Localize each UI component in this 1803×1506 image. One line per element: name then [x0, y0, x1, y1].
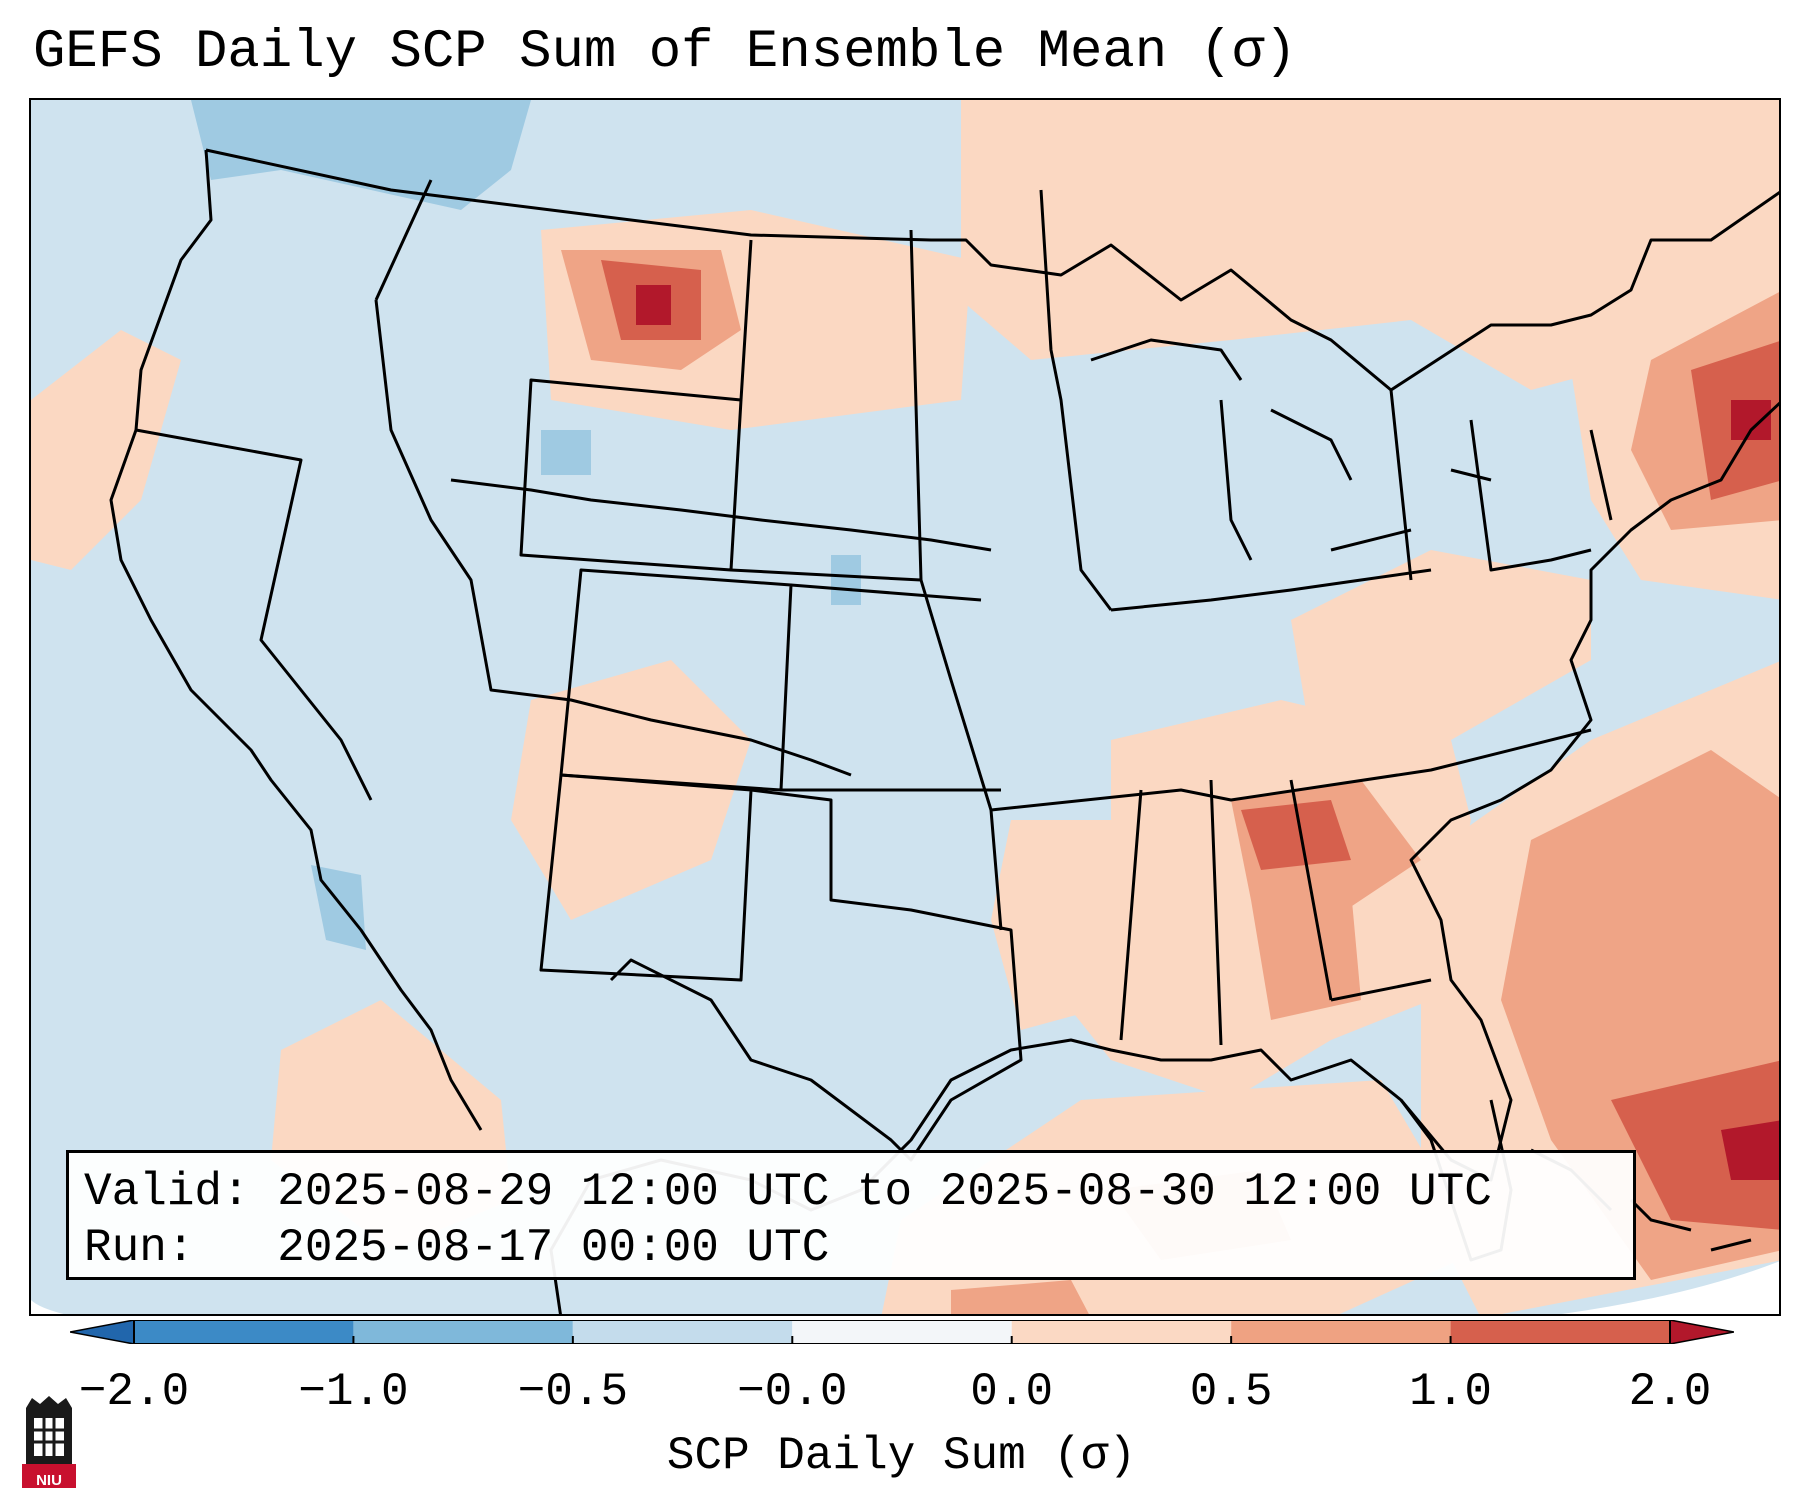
run-time-line: Run: 2025-08-17 00:00 UTC: [84, 1222, 830, 1274]
negative-anomaly-pacific-northwest: [191, 100, 531, 210]
texas-outline: [609, 788, 1023, 1162]
anomaly-max-new-england: [1731, 400, 1771, 440]
anomaly-max-bahamas: [1721, 1120, 1779, 1180]
colorbar-tick-label: −1.0: [298, 1366, 409, 1418]
colorbar: [70, 1320, 1734, 1344]
valid-run-info-box: Valid: 2025-08-29 12:00 UTC to 2025-08-3…: [66, 1150, 1636, 1280]
colorbar-tick-label: 0.5: [1189, 1366, 1273, 1418]
southeast-lines: [1110, 568, 1432, 1046]
forecast-map: [31, 100, 1779, 1314]
anomaly-region-canada-north: [961, 100, 1779, 390]
new-mexico-box: [539, 773, 753, 982]
niu-logo-icon: [22, 1396, 76, 1488]
valid-time-line: Valid: 2025-08-29 12:00 UTC to 2025-08-3…: [84, 1166, 1492, 1218]
colorbar-segment: [572, 1320, 793, 1344]
colorbar-tick-label: 0.0: [970, 1366, 1054, 1418]
colorbar-segment: [353, 1320, 573, 1344]
colorbar-label: SCP Daily Sum (σ): [666, 1430, 1137, 1482]
great-lakes: [1090, 338, 1492, 561]
colorbar-segment: [1231, 1320, 1451, 1344]
anomaly-region-arklatex: [991, 820, 1131, 1030]
great-plains-lines: [730, 229, 1001, 792]
colorbar-outline: [133, 1320, 1671, 1344]
west-states-borders: [374, 299, 852, 777]
midwest-lines: [919, 189, 1592, 931]
scp-anomaly-field: [31, 100, 1779, 1314]
anomaly-peak-tennessee: [1241, 800, 1351, 870]
canada-border: [205, 148, 1779, 392]
logo-text: NIU: [36, 1472, 62, 1489]
northeast-lines: [1389, 389, 1613, 581]
anomaly-core-alabama: [1251, 890, 1361, 1020]
anomaly-region-pacific-west: [31, 330, 181, 570]
nevada-california-border: [135, 428, 373, 801]
colorbar-tick-label: 1.0: [1409, 1366, 1492, 1418]
colorbar-tick-label: −0.5: [517, 1366, 629, 1418]
colorbar-segment: [1011, 1320, 1232, 1344]
anomaly-core-cuba: [951, 1280, 1089, 1314]
colorbar-tick-label: −2.0: [78, 1366, 190, 1418]
anomaly-region-four-corners: [511, 660, 751, 920]
negative-anomaly-wyoming: [541, 430, 591, 475]
rocky-states-grid: [450, 478, 992, 552]
colorbar-extend-high: [1669, 1320, 1734, 1344]
idaho-border: [374, 179, 433, 301]
colorbar-extend-low: [70, 1320, 135, 1344]
colorbar-segments: [70, 1320, 1734, 1344]
negative-anomaly-kansas: [831, 555, 861, 605]
anomaly-max-montana: [636, 285, 671, 325]
anomaly-region-ohio-valley: [1291, 550, 1591, 740]
map-title: GEFS Daily SCP Sum of Ensemble Mean (σ): [33, 22, 1297, 83]
colorbar-segment: [134, 1320, 354, 1344]
colorbar-tick-label: −0.0: [737, 1366, 848, 1418]
pacific-coast: [109, 149, 483, 1131]
anomaly-peak-bahamas: [1611, 1060, 1779, 1230]
map-panel: [29, 98, 1781, 1316]
colorbar-segment: [1450, 1320, 1670, 1344]
colorbar-segment: [792, 1320, 1012, 1344]
colorbar-tick-label: 2.0: [1628, 1366, 1712, 1418]
